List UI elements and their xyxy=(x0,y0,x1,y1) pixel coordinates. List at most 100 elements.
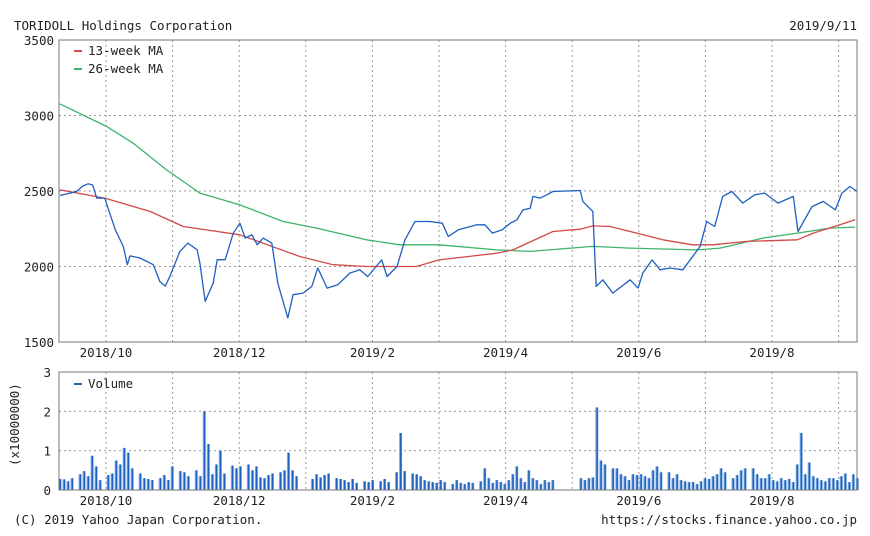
volume-bar-edge xyxy=(71,478,74,490)
volume-bar-edge xyxy=(704,478,707,490)
volume-bar-edge xyxy=(195,470,198,490)
volume-bar-edge xyxy=(143,478,146,490)
volume-bar-edge xyxy=(708,478,711,490)
volume-bar-edge xyxy=(752,468,755,490)
volume-bar-edge xyxy=(616,468,618,490)
volume-bar-edge xyxy=(760,478,763,490)
volume-y-tick-label: 1 xyxy=(43,444,51,459)
volume-bar-edge xyxy=(283,470,286,490)
volume-bar-edge xyxy=(836,480,839,490)
price-x-tick-label: 2018/12 xyxy=(213,345,266,360)
volume-bar-edge xyxy=(412,473,414,490)
volume-bar-edge xyxy=(323,475,326,490)
volume-bar-edge xyxy=(596,407,598,490)
volume-bar-edge xyxy=(315,474,318,490)
volume-bar-edge xyxy=(736,475,739,490)
volume-bar-edge xyxy=(235,468,238,490)
volume-bar-edge xyxy=(516,466,518,490)
volume-bar-edge xyxy=(139,473,142,490)
price-y-tick-label: 2500 xyxy=(24,184,54,199)
volume-bar-edge xyxy=(524,482,526,490)
volume-axis-label: (x10000000) xyxy=(7,383,22,466)
volume-bar-edge xyxy=(852,474,855,490)
volume-bar-edge xyxy=(364,481,366,490)
volume-bar-edge xyxy=(720,468,723,490)
volume-bar-edge xyxy=(492,482,494,490)
volume-bar-edge xyxy=(311,478,314,490)
price-y-tick-label: 3000 xyxy=(24,109,54,124)
volume-bar-edge xyxy=(600,460,602,490)
volume-bar-edge xyxy=(335,478,338,490)
ma26-line xyxy=(59,103,856,253)
volume-bar-edge xyxy=(444,482,446,490)
volume-bar-edge xyxy=(327,473,330,490)
volume-bar-edge xyxy=(247,464,250,490)
volume-bar-edge xyxy=(508,480,510,490)
volume-bar-edge xyxy=(147,478,150,490)
volume-bar-edge xyxy=(640,474,642,490)
legend-volume-label: Volume xyxy=(88,376,133,391)
volume-bar-edge xyxy=(99,480,102,490)
volume-bar-edge xyxy=(428,481,430,490)
volume-bar-edge xyxy=(111,473,114,490)
price-x-tick-label: 2018/10 xyxy=(80,345,133,360)
volume-grid: 0 1 2 3 2018/10 2018/12 2019/2 2019/4 2019/6 2019… xyxy=(43,365,857,508)
volume-bar-edge xyxy=(628,480,630,490)
volume-panel-frame xyxy=(58,371,858,491)
volume-bar-edge xyxy=(672,478,674,490)
volume-bar-edge xyxy=(764,478,767,490)
volume-bar-edge xyxy=(59,478,62,490)
volume-bar-edge xyxy=(756,474,759,490)
volume-bar-edge xyxy=(339,478,342,490)
volume-bar-edge xyxy=(219,450,222,490)
volume-bar-edge xyxy=(199,476,202,490)
volume-bar-edge xyxy=(504,484,506,490)
volume-y-tick-label: 2 xyxy=(43,404,51,419)
volume-bar-edge xyxy=(115,460,118,490)
price-x-tick-label: 2019/2 xyxy=(350,345,395,360)
volume-bar-edge xyxy=(644,476,646,490)
volume-bar-edge xyxy=(604,464,606,490)
price-legend: 13-week MA 26-week MA xyxy=(74,43,164,76)
volume-bar-edge xyxy=(347,482,350,490)
volume-bar-edge xyxy=(440,480,442,490)
ma13-line xyxy=(59,189,856,268)
volume-bar-edge xyxy=(79,474,82,490)
volume-bar-edge xyxy=(452,484,454,490)
volume-bar-edge xyxy=(255,466,258,490)
volume-bar-edge xyxy=(480,481,482,490)
volume-bar-edge xyxy=(680,480,682,490)
volume-bar-edge xyxy=(684,481,686,490)
volume-bar-edge xyxy=(656,466,658,490)
volume-bar-edge xyxy=(372,480,374,490)
volume-bar-edge xyxy=(832,478,835,490)
volume-bar-edge xyxy=(380,481,382,490)
volume-bar-edge xyxy=(804,474,807,490)
volume-bar-edge xyxy=(179,471,182,490)
volume-bar-edge xyxy=(223,473,226,490)
volume-bar-edge xyxy=(632,474,634,490)
volume-bar-edge xyxy=(592,477,594,490)
price-x-tick-label: 2019/4 xyxy=(483,345,528,360)
volume-bar-edge xyxy=(612,468,614,490)
volume-bar-edge xyxy=(472,482,474,490)
volume-bar-edge xyxy=(652,470,654,490)
volume-bar-edge xyxy=(91,455,94,490)
volume-bar-edge xyxy=(95,466,98,490)
volume-bar-edge xyxy=(772,480,775,490)
volume-bar-edge xyxy=(484,468,486,490)
volume-bar-edge xyxy=(840,476,843,490)
volume-bar-edge xyxy=(416,474,418,490)
volume-bar-edge xyxy=(456,480,458,490)
volume-bar-edge xyxy=(676,474,678,490)
volume-bar-edge xyxy=(548,482,550,490)
volume-bar-edge xyxy=(319,477,322,490)
volume-bar-edge xyxy=(215,464,218,490)
volume-bar-edge xyxy=(239,466,242,490)
volume-bar-edge xyxy=(828,478,831,490)
volume-x-tick-label: 2019/4 xyxy=(483,493,528,508)
volume-bar-edge xyxy=(824,481,827,490)
volume-bar-edge xyxy=(520,478,522,490)
volume-bar-edge xyxy=(812,476,815,490)
price-y-tick-label: 2000 xyxy=(24,260,54,275)
